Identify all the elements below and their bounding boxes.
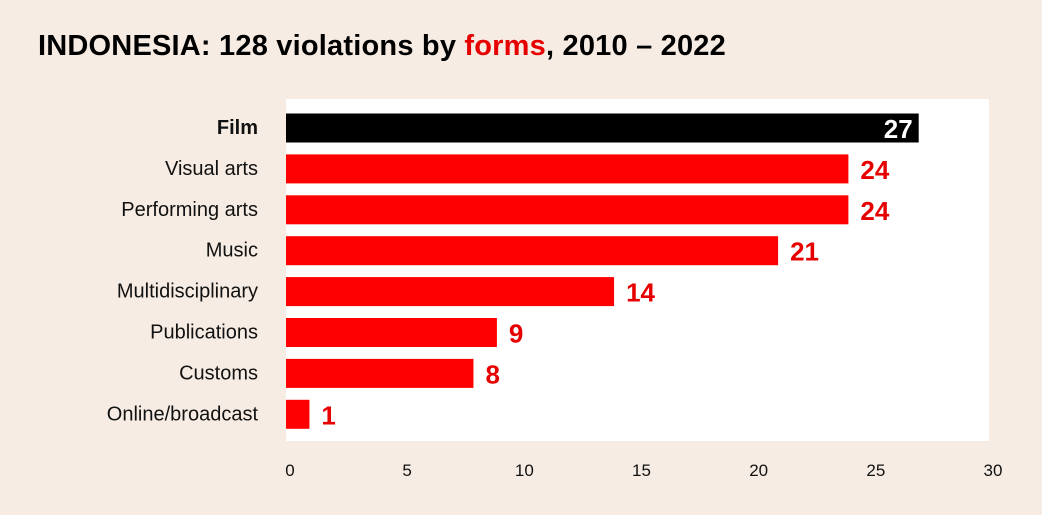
x-tick-label: 10	[515, 461, 534, 480]
value-label: 21	[790, 237, 819, 267]
bar-publications	[286, 318, 497, 347]
value-label: 24	[860, 196, 889, 226]
bar-online-broadcast	[286, 399, 310, 429]
category-label: Music	[206, 240, 258, 262]
category-label: Multidisciplinary	[117, 281, 258, 303]
x-tick-label: 30	[984, 461, 1003, 480]
value-label: 27	[884, 114, 913, 144]
category-label: Film	[217, 117, 258, 139]
value-label: 24	[860, 155, 889, 185]
chart-title: INDONESIA: 128 violations by forms, 2010…	[38, 30, 726, 63]
category-label: Customs	[179, 362, 258, 384]
bar-customs	[286, 358, 474, 388]
title-highlight: forms	[464, 30, 546, 62]
value-label: 8	[485, 359, 499, 389]
x-tick-label: 5	[402, 461, 411, 480]
category-label: Visual arts	[165, 158, 258, 180]
title-suffix: , 2010 – 2022	[545, 30, 726, 62]
category-label: Performing arts	[121, 199, 258, 221]
bar-performing-arts	[286, 195, 849, 225]
x-tick-label: 25	[866, 461, 885, 480]
x-tick-label: 15	[632, 461, 651, 480]
x-tick-label: 20	[749, 461, 768, 480]
title-prefix: INDONESIA: 128 violations by	[38, 30, 465, 62]
bar-multidisciplinary	[286, 277, 615, 307]
value-label: 1	[321, 400, 335, 430]
bar-film	[286, 113, 919, 143]
value-label: 14	[626, 278, 655, 308]
x-tick-label: 0	[285, 461, 294, 480]
bar-music	[286, 236, 779, 266]
bar-visual-arts	[286, 154, 849, 184]
value-label: 9	[509, 319, 523, 349]
category-label: Publications	[150, 322, 258, 344]
category-label: Online/broadcast	[107, 403, 259, 425]
